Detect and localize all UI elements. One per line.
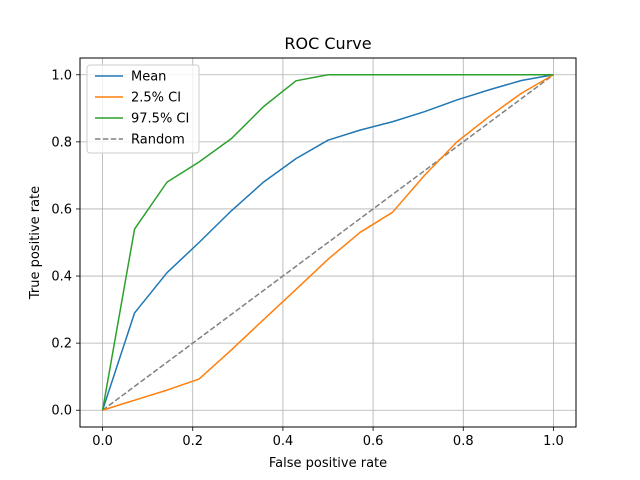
legend-label: Random xyxy=(131,133,185,148)
chart-title: ROC Curve xyxy=(284,34,371,53)
x-tick-label: 0.8 xyxy=(453,434,474,449)
y-tick-label: 1.0 xyxy=(51,68,72,83)
series-line-2-5-ci xyxy=(102,74,554,411)
y-tick-label: 0.2 xyxy=(51,337,72,352)
series-line-random xyxy=(102,74,554,411)
series-group xyxy=(101,74,554,411)
legend-label: Mean xyxy=(131,70,166,85)
y-axis: 0.0 0.2 0.4 0.6 0.8 1.0 xyxy=(51,68,80,419)
y-axis-label: True positive rate xyxy=(28,186,43,300)
grid xyxy=(80,58,576,427)
x-tick-label: 0.2 xyxy=(182,434,203,449)
series-line-97-5-ci xyxy=(101,74,554,411)
legend-label: 2.5% CI xyxy=(131,91,181,106)
x-axis: 0.0 0.2 0.4 0.6 0.8 1.0 xyxy=(92,427,564,449)
y-tick-label: 0.6 xyxy=(51,202,72,217)
plot-frame xyxy=(79,57,577,428)
legend-box xyxy=(86,64,200,154)
x-tick-label: 0.4 xyxy=(273,434,294,449)
x-tick-label: 0.0 xyxy=(92,434,113,449)
legend: Mean 2.5% CI 97.5% CI Random xyxy=(86,64,200,154)
y-tick-label: 0.4 xyxy=(51,270,72,285)
x-tick-label: 0.6 xyxy=(363,434,384,449)
y-tick-label: 0.8 xyxy=(51,135,72,150)
legend-label: 97.5% CI xyxy=(131,112,189,127)
x-tick-label: 1.0 xyxy=(543,434,564,449)
series-line-mean xyxy=(101,74,554,411)
x-axis-label: False positive rate xyxy=(269,456,387,471)
y-tick-label: 0.0 xyxy=(51,404,72,419)
